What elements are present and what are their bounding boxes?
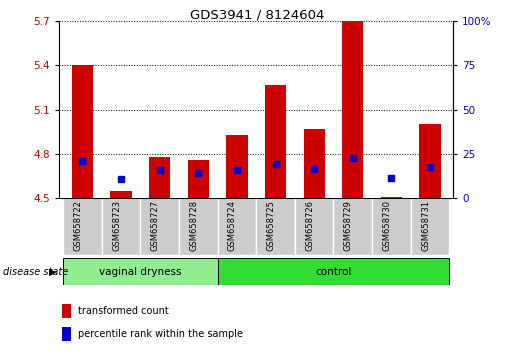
Text: GDS3941 / 8124604: GDS3941 / 8124604 xyxy=(191,9,324,22)
Bar xyxy=(63,198,102,255)
Text: GSM658724: GSM658724 xyxy=(228,200,237,251)
Text: transformed count: transformed count xyxy=(78,306,169,316)
Bar xyxy=(372,198,410,255)
Bar xyxy=(102,198,140,255)
Bar xyxy=(217,198,256,255)
Text: ▶: ▶ xyxy=(49,267,57,277)
Text: GSM658728: GSM658728 xyxy=(190,200,198,251)
Bar xyxy=(62,327,71,341)
Text: control: control xyxy=(315,267,352,277)
Bar xyxy=(303,129,325,198)
Point xyxy=(271,161,280,167)
Bar xyxy=(419,125,441,198)
Bar xyxy=(63,258,217,285)
Bar xyxy=(295,198,334,255)
Point xyxy=(349,155,357,161)
Point xyxy=(310,166,318,172)
Text: vaginal dryness: vaginal dryness xyxy=(99,267,182,277)
Bar xyxy=(381,197,402,198)
Bar xyxy=(226,135,248,198)
Text: percentile rank within the sample: percentile rank within the sample xyxy=(78,329,243,339)
Point xyxy=(117,176,125,182)
Text: GSM658729: GSM658729 xyxy=(344,200,353,251)
Text: disease state: disease state xyxy=(3,267,68,277)
Bar xyxy=(187,160,209,198)
Bar xyxy=(72,65,93,198)
Text: GSM658726: GSM658726 xyxy=(305,200,314,251)
Bar xyxy=(334,198,372,255)
Point xyxy=(233,167,241,173)
Bar xyxy=(217,258,449,285)
Bar xyxy=(179,198,217,255)
Point xyxy=(78,159,87,164)
Text: GSM658727: GSM658727 xyxy=(151,200,160,251)
Point xyxy=(194,170,202,176)
Text: GSM658731: GSM658731 xyxy=(421,200,430,251)
Bar xyxy=(62,304,71,318)
Text: GSM658730: GSM658730 xyxy=(383,200,391,251)
Bar xyxy=(149,157,170,198)
Point xyxy=(156,167,164,173)
Bar xyxy=(265,85,286,198)
Text: GSM658722: GSM658722 xyxy=(74,200,82,251)
Bar xyxy=(140,198,179,255)
Bar xyxy=(342,21,364,198)
Bar xyxy=(256,198,295,255)
Bar xyxy=(110,191,132,198)
Text: GSM658723: GSM658723 xyxy=(112,200,121,251)
Point xyxy=(387,175,396,181)
Point xyxy=(426,164,434,170)
Text: GSM658725: GSM658725 xyxy=(267,200,276,251)
Bar xyxy=(410,198,449,255)
